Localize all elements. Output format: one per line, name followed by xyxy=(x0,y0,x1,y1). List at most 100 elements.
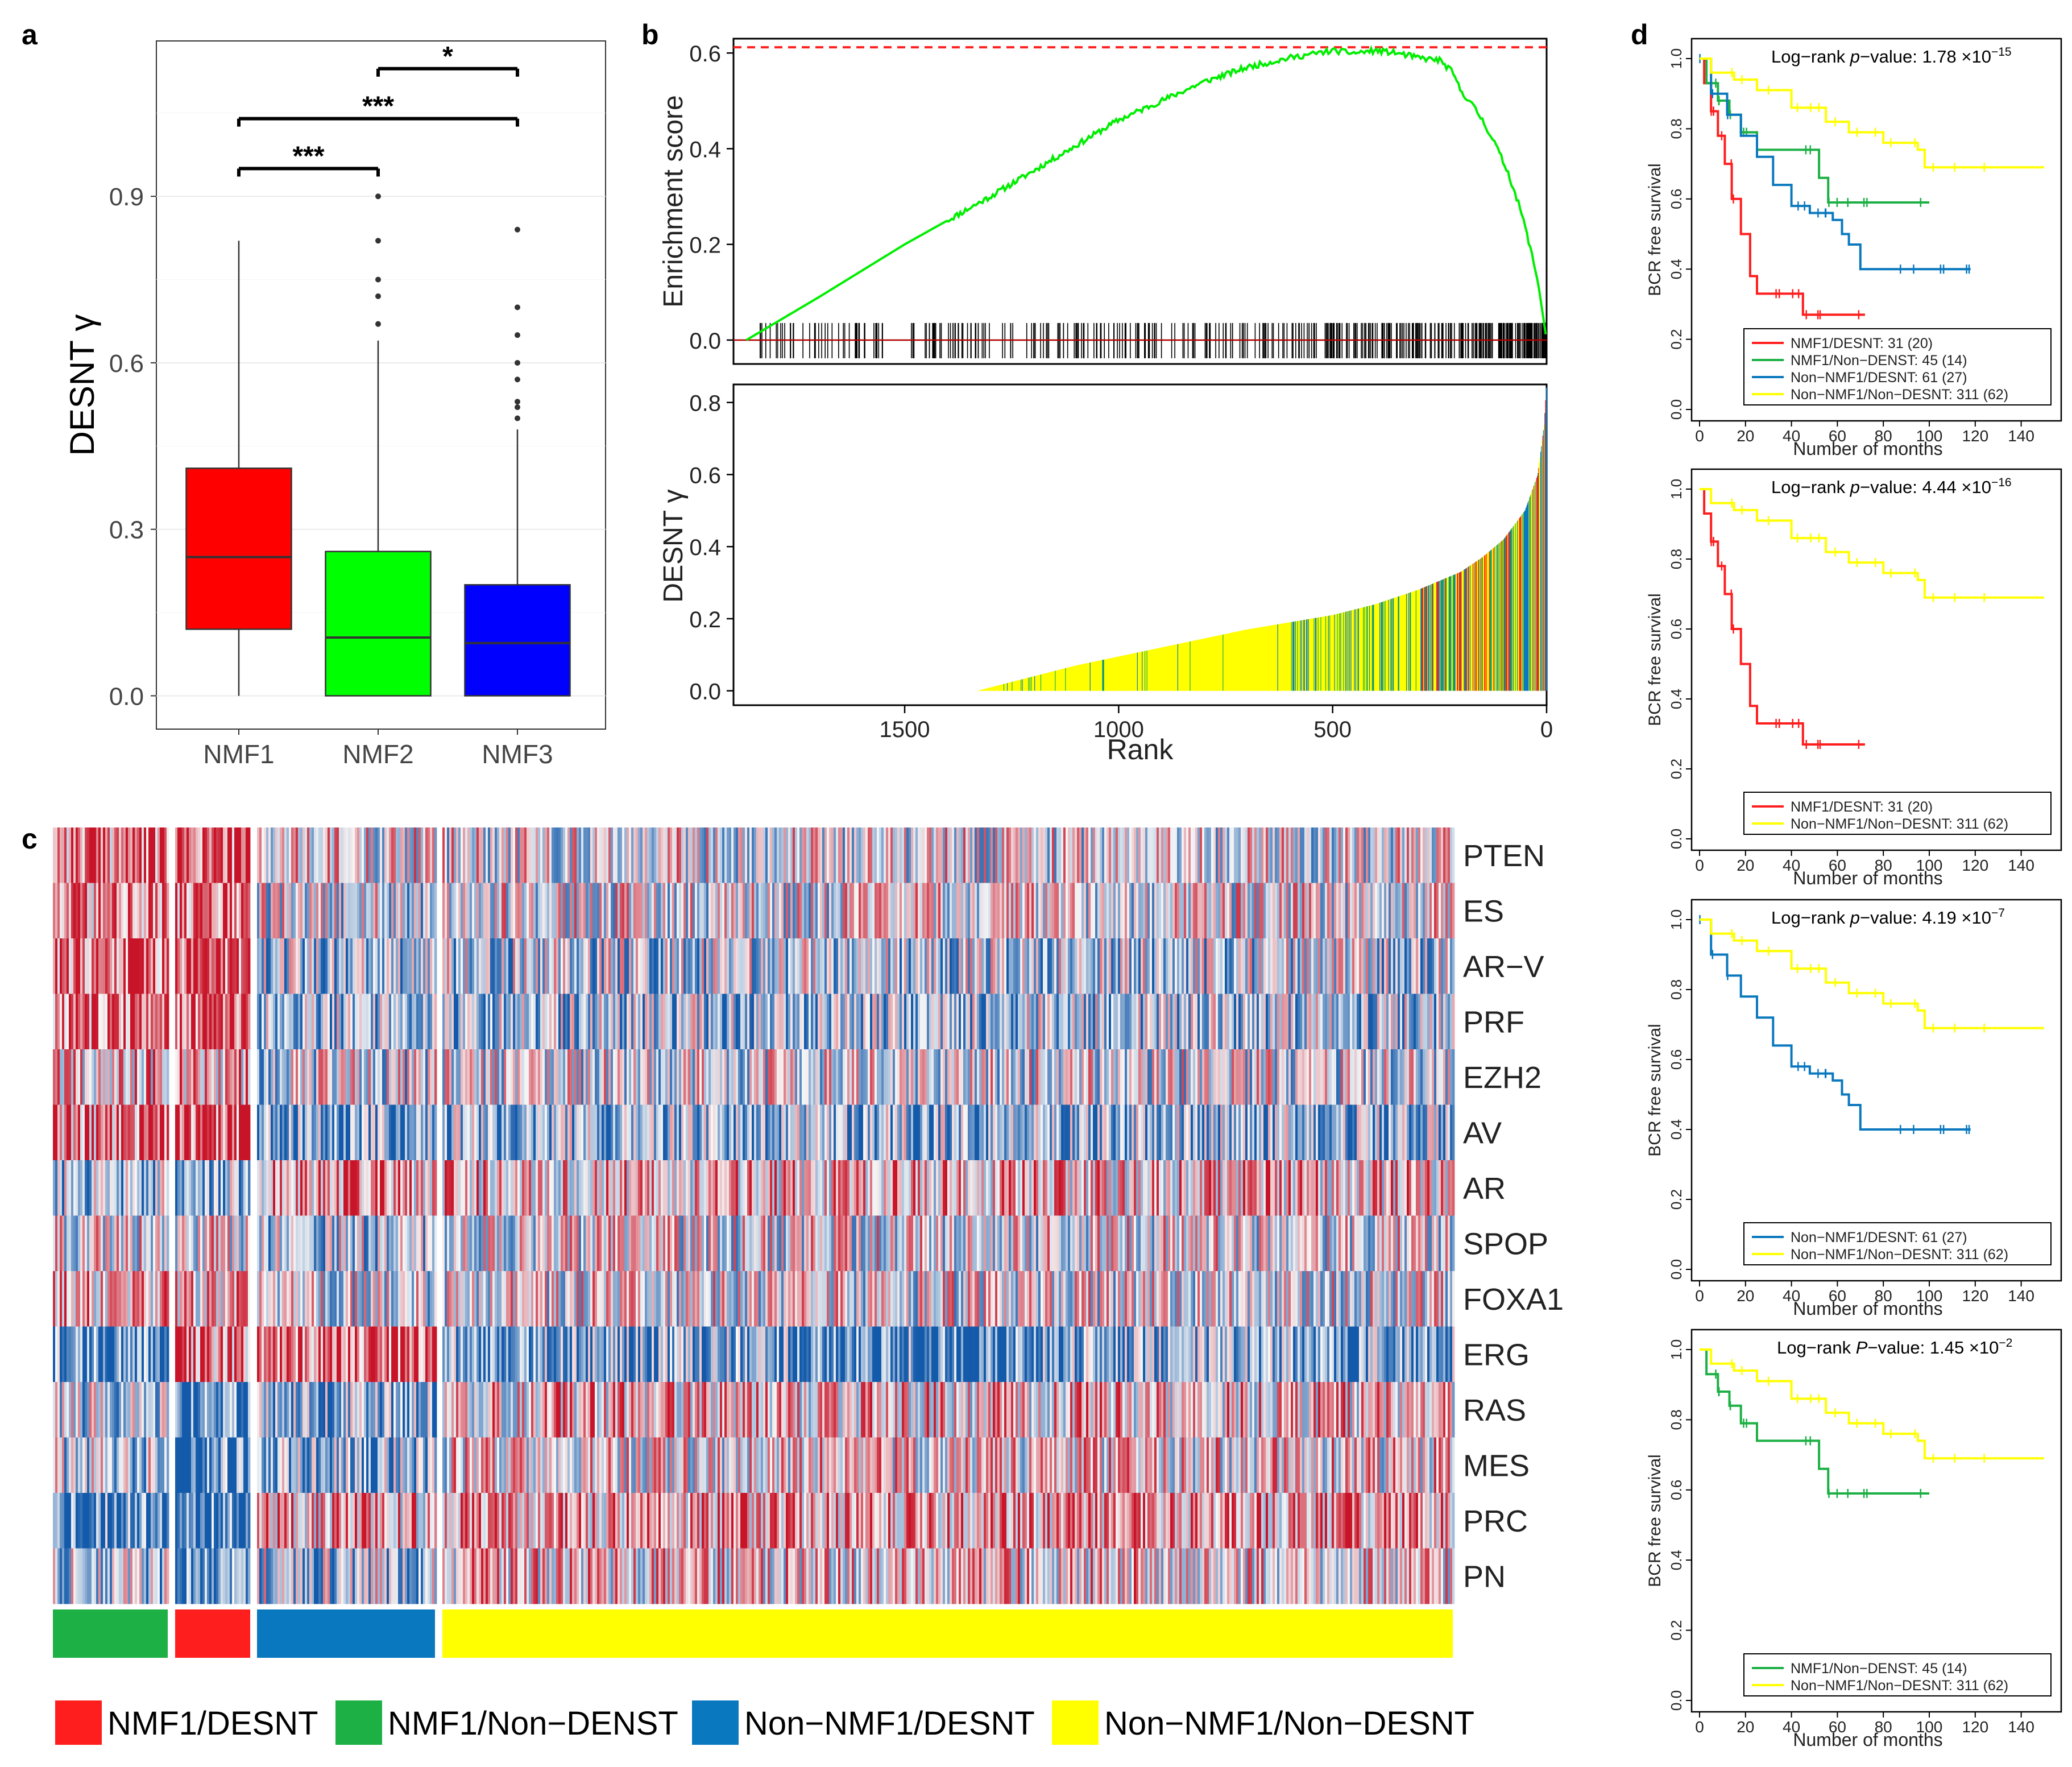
heatmap-cell xyxy=(209,1104,212,1161)
heatmap-cell xyxy=(268,994,271,1050)
heatmap-cell xyxy=(595,1049,598,1105)
heatmap-cell xyxy=(264,1049,267,1105)
heatmap-cell xyxy=(1159,827,1162,883)
heatmap-cell xyxy=(1288,827,1291,883)
heatmap-cell xyxy=(1047,827,1050,883)
heatmap-cell xyxy=(945,938,948,994)
heatmap-cell xyxy=(1414,827,1416,883)
heatmap-cell xyxy=(658,994,661,1050)
heatmap-cell xyxy=(472,883,475,939)
heatmap-cell xyxy=(713,1104,716,1161)
heatmap-cell xyxy=(608,1104,611,1161)
heatmap-cell xyxy=(1013,883,1016,939)
heatmap-cell xyxy=(268,827,271,883)
heatmap-cell xyxy=(421,1049,424,1105)
heatmap-cell xyxy=(818,938,820,994)
heatmap-cell xyxy=(92,994,94,1050)
heatmap-cell xyxy=(809,1104,811,1161)
heatmap-cell xyxy=(627,1104,629,1161)
heatmap-cell xyxy=(538,994,541,1050)
heatmap-cell xyxy=(1066,938,1068,994)
heatmap-cell xyxy=(611,1104,614,1161)
heatmap-cell xyxy=(1393,994,1396,1050)
heatmap-cell xyxy=(1216,938,1219,994)
heatmap-cell xyxy=(774,827,777,883)
heatmap-cell xyxy=(405,1049,408,1105)
heatmap-cell xyxy=(772,883,775,939)
heatmap-cell xyxy=(752,883,755,939)
y-tick-label: 0.3 xyxy=(109,516,144,544)
heatmap-cell xyxy=(1059,1049,1062,1105)
heatmap-cell xyxy=(1209,883,1212,939)
heatmap-cell xyxy=(1382,994,1385,1050)
heatmap-cell xyxy=(492,827,495,883)
heatmap-cell xyxy=(1414,883,1416,939)
heatmap-cell xyxy=(729,994,732,1050)
heatmap-cell xyxy=(890,883,893,939)
heatmap-cell xyxy=(981,883,984,939)
heatmap-cell xyxy=(772,1104,775,1161)
heatmap-cell xyxy=(629,1104,632,1161)
heatmap-cell xyxy=(112,883,115,939)
heatmap-cell xyxy=(1338,938,1341,994)
heatmap-cell xyxy=(786,1049,789,1105)
heatmap-cell xyxy=(1302,1049,1305,1105)
heatmap-cell xyxy=(182,938,185,994)
heatmap-cell xyxy=(373,994,376,1050)
heatmap-cell xyxy=(547,938,550,994)
heatmap-cell xyxy=(954,938,957,994)
heatmap-cell xyxy=(672,994,675,1050)
heatmap-cell xyxy=(1245,827,1248,883)
heatmap-cell xyxy=(1345,1104,1348,1161)
heatmap-cell xyxy=(1143,883,1146,939)
heatmap-cell xyxy=(722,883,725,939)
heatmap-cell xyxy=(784,994,786,1050)
heatmap-cell xyxy=(418,994,421,1050)
heatmap-cell xyxy=(85,1104,88,1161)
heatmap-cell xyxy=(954,1049,957,1105)
heatmap-cell xyxy=(71,1104,74,1161)
heatmap-cell xyxy=(1234,883,1237,939)
heatmap-cell xyxy=(416,827,419,883)
heatmap-cell xyxy=(906,938,909,994)
heatmap-cell xyxy=(350,883,353,939)
heatmap-cell xyxy=(740,938,743,994)
heatmap-cell xyxy=(977,1049,980,1105)
heatmap-cell xyxy=(1263,827,1266,883)
heatmap-cell xyxy=(1375,994,1378,1050)
heatmap-cell xyxy=(1361,994,1364,1050)
heatmap-cell xyxy=(400,938,403,994)
heatmap-cell xyxy=(840,1049,843,1105)
heatmap-cell xyxy=(130,938,133,994)
heatmap-cell xyxy=(1359,827,1362,883)
heatmap-cell xyxy=(282,827,285,883)
heatmap-cell xyxy=(704,1104,707,1161)
heatmap-cell xyxy=(870,938,873,994)
heatmap-cell xyxy=(877,827,880,883)
heatmap-cell xyxy=(328,938,330,994)
heatmap-cell xyxy=(759,1049,761,1105)
heatmap-cell xyxy=(663,938,666,994)
heatmap-cell xyxy=(718,938,720,994)
heatmap-cell xyxy=(1052,1049,1055,1105)
heatmap-cell xyxy=(802,1104,805,1161)
heatmap-cell xyxy=(840,827,843,883)
heatmap-cell xyxy=(824,827,827,883)
heatmap-cell xyxy=(1352,1104,1355,1161)
heatmap-cell xyxy=(82,938,85,994)
heatmap-cell xyxy=(1293,1104,1296,1161)
heatmap-cell xyxy=(1138,994,1141,1050)
heatmap-cell xyxy=(1370,1049,1373,1105)
heatmap-cell xyxy=(89,938,92,994)
heatmap-cell xyxy=(1307,883,1309,939)
heatmap-cell xyxy=(1243,1104,1246,1161)
heatmap-cell xyxy=(827,827,830,883)
heatmap-cell xyxy=(162,994,165,1050)
heatmap-cell xyxy=(82,1049,85,1105)
heatmap-cell xyxy=(940,1104,943,1161)
heatmap-cell xyxy=(599,938,602,994)
heatmap-cell xyxy=(1163,1049,1166,1105)
heatmap-cell xyxy=(722,1104,725,1161)
heatmap-cell xyxy=(790,1049,793,1105)
heatmap-cell xyxy=(103,938,106,994)
